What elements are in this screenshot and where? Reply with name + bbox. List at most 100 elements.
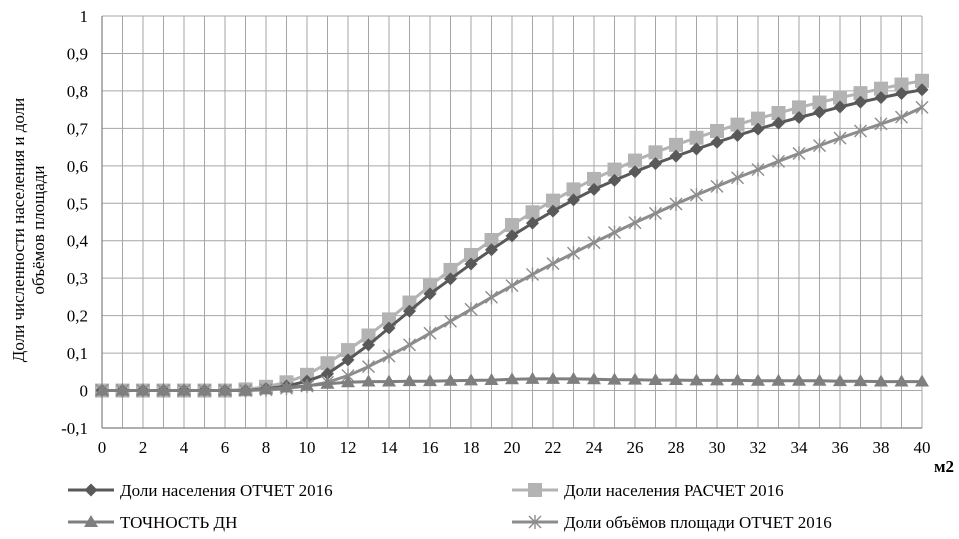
data-point bbox=[874, 81, 888, 96]
data-point bbox=[853, 374, 868, 387]
data-point bbox=[649, 206, 662, 221]
data-point bbox=[607, 162, 622, 177]
data-point bbox=[587, 182, 601, 196]
data-point bbox=[464, 373, 478, 386]
data-point bbox=[854, 123, 867, 138]
x-tick-label: 20 bbox=[504, 438, 521, 457]
x-tick-label: 22 bbox=[545, 438, 562, 457]
data-point bbox=[710, 179, 724, 194]
data-point bbox=[546, 256, 560, 271]
data-point bbox=[321, 367, 334, 381]
data-point bbox=[710, 123, 724, 138]
data-point bbox=[259, 382, 273, 395]
data-point bbox=[279, 380, 294, 393]
data-point bbox=[485, 290, 498, 305]
data-point bbox=[649, 157, 662, 171]
y-tick-label: 0,7 bbox=[67, 119, 89, 138]
data-point bbox=[915, 100, 929, 115]
data-point bbox=[628, 165, 642, 179]
y-tick-label: 0,1 bbox=[67, 344, 88, 363]
data-point bbox=[669, 149, 683, 163]
x-tick-labels: 0 2 4 6 8 10 12 14 16 18 20 22 24 26 28 30 32 34 36 38 40 bbox=[98, 438, 931, 457]
x-tick-label: 4 bbox=[180, 438, 189, 457]
data-point bbox=[669, 137, 683, 152]
data-point bbox=[341, 343, 355, 358]
axes bbox=[101, 16, 922, 429]
data-point bbox=[628, 153, 642, 168]
data-point bbox=[853, 86, 868, 101]
y-tick-label: 0,2 bbox=[67, 307, 88, 326]
data-point bbox=[341, 353, 355, 367]
data-point bbox=[382, 312, 396, 327]
data-point bbox=[833, 374, 847, 387]
data-point bbox=[608, 225, 621, 240]
data-point bbox=[567, 193, 580, 207]
data-point bbox=[628, 215, 642, 230]
x-tick-label: 32 bbox=[750, 438, 767, 457]
legend-label: Доли населения ОТЧЕТ 2016 bbox=[120, 481, 333, 500]
x-tick-label: 16 bbox=[422, 438, 439, 457]
data-point bbox=[648, 145, 663, 160]
data-point bbox=[751, 373, 765, 386]
data-point bbox=[382, 349, 396, 364]
data-point bbox=[751, 162, 765, 177]
data-point bbox=[628, 372, 642, 385]
data-point bbox=[505, 372, 519, 385]
y-tick-label: 0,6 bbox=[67, 157, 88, 176]
data-point bbox=[854, 95, 867, 109]
x-tick-label: 30 bbox=[709, 438, 726, 457]
data-point bbox=[362, 359, 375, 374]
x-tick-label: 40 bbox=[914, 438, 931, 457]
y-axis-title-line-1: Доли численности населения и доли bbox=[9, 98, 28, 362]
x-tick-label: 14 bbox=[381, 438, 399, 457]
data-point bbox=[874, 116, 888, 131]
data-point bbox=[115, 383, 130, 396]
data-point bbox=[710, 135, 724, 149]
data-point bbox=[444, 314, 457, 329]
data-point bbox=[402, 295, 417, 310]
data-point bbox=[382, 374, 396, 387]
data-point bbox=[136, 383, 150, 396]
data-point bbox=[505, 278, 519, 293]
data-point bbox=[669, 197, 683, 212]
data-point bbox=[731, 128, 744, 142]
data-point bbox=[689, 130, 704, 145]
y-tick-labels: -0,1 0 0,1 0,2 0,3 0,4 0,5 0,6 0,7 0,8 0,9 1 bbox=[61, 7, 88, 438]
data-point bbox=[218, 383, 232, 396]
data-point bbox=[915, 83, 929, 97]
data-point bbox=[690, 188, 703, 203]
legend-marker bbox=[528, 483, 542, 497]
x-tick-label: 2 bbox=[139, 438, 148, 457]
data-point bbox=[566, 182, 581, 197]
data-point bbox=[730, 117, 745, 132]
data-point bbox=[792, 373, 806, 386]
x-tick-label: 6 bbox=[221, 438, 230, 457]
y-tick-label: 0,9 bbox=[67, 44, 88, 63]
x-tick-label: 18 bbox=[463, 438, 480, 457]
data-point bbox=[402, 374, 417, 387]
data-point bbox=[751, 111, 765, 126]
data-point bbox=[444, 272, 457, 286]
data-point bbox=[812, 373, 827, 386]
data-point bbox=[484, 232, 499, 247]
y-tick-label: -0,1 bbox=[61, 419, 88, 438]
data-point bbox=[689, 373, 704, 386]
data-point bbox=[341, 375, 355, 388]
data-point bbox=[915, 374, 929, 387]
data-point bbox=[546, 371, 560, 384]
data-point bbox=[566, 371, 581, 384]
data-point bbox=[587, 235, 601, 250]
data-point bbox=[792, 146, 806, 161]
data-point bbox=[608, 173, 621, 187]
legend-entry-4: Доли объёмов площади ОТЧЕТ 2016 bbox=[512, 513, 832, 532]
legend-label: Доли объёмов площади ОТЧЕТ 2016 bbox=[564, 513, 832, 532]
data-point bbox=[423, 278, 437, 293]
x-tick-label: 28 bbox=[668, 438, 685, 457]
data-point bbox=[567, 246, 580, 261]
x-tick-label: 10 bbox=[299, 438, 316, 457]
legend-entry-1: Доли населения ОТЧЕТ 2016 bbox=[68, 481, 333, 500]
data-point bbox=[362, 338, 375, 352]
data-point bbox=[669, 373, 683, 386]
x-tick-label: 0 bbox=[98, 438, 107, 457]
legend-marker bbox=[528, 515, 542, 529]
